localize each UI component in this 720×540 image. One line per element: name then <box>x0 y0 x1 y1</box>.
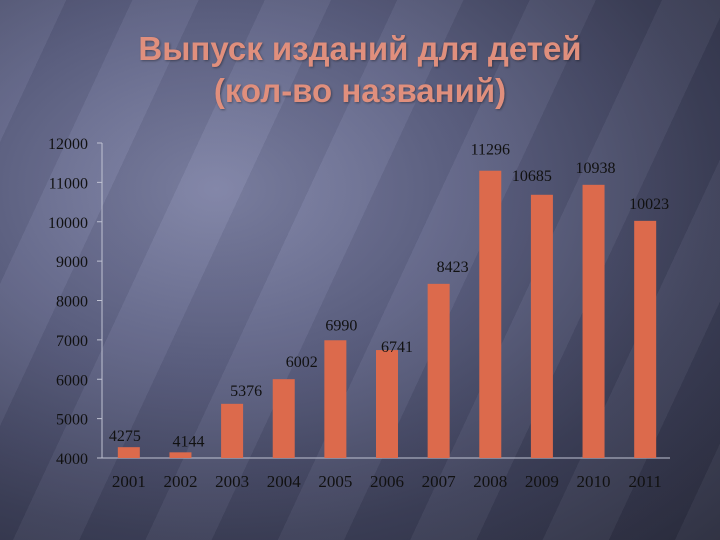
y-tick-label: 4000 <box>56 451 88 468</box>
data-label: 10023 <box>629 196 669 213</box>
chart-title: Выпуск изданий для детей (кол-во названи… <box>0 28 720 112</box>
data-label: 5376 <box>230 383 262 400</box>
data-label: 11296 <box>471 142 510 159</box>
bar-2011 <box>634 220 657 458</box>
data-label: 6002 <box>286 354 318 371</box>
bars <box>117 170 657 458</box>
data-label: 6990 <box>325 317 357 334</box>
data-label: 4275 <box>109 428 141 445</box>
x-tick-label: 2008 <box>473 472 507 491</box>
y-tick-label: 12000 <box>48 136 88 153</box>
title-line-1: Выпуск изданий для детей <box>138 30 582 67</box>
data-label: 4144 <box>172 433 204 450</box>
x-tick-label: 2001 <box>112 472 146 491</box>
data-label: 10938 <box>576 160 616 177</box>
x-tick-label: 2002 <box>163 472 197 491</box>
x-tick-label: 2005 <box>318 472 352 491</box>
y-tick-label: 8000 <box>56 294 88 311</box>
data-label: 8423 <box>437 259 469 276</box>
bar-2010 <box>582 184 605 458</box>
x-axis-labels: 2001 2002 2003 2004 2005 2006 2007 2008 2009 2010… <box>112 472 662 491</box>
x-tick-label: 2009 <box>525 472 559 491</box>
y-tick-label: 6000 <box>56 372 88 389</box>
y-tick-label: 11000 <box>49 175 88 192</box>
bar-2004 <box>272 379 295 458</box>
x-tick-label: 2010 <box>577 472 611 491</box>
x-tick-label: 2007 <box>422 472 457 491</box>
y-tick-label: 5000 <box>56 412 88 429</box>
bar-2001 <box>117 447 140 458</box>
y-tick-label: 10000 <box>48 215 88 232</box>
bar-2008 <box>479 170 502 458</box>
bar-2003 <box>221 403 244 458</box>
data-label: 6741 <box>381 339 413 356</box>
data-label: 10685 <box>512 168 552 185</box>
x-tick-label: 2004 <box>267 472 302 491</box>
y-axis-ticks: 4000 5000 6000 7000 8000 9000 10000 11000 12000 <box>48 136 102 468</box>
y-tick-label: 7000 <box>56 333 88 350</box>
bar-2002 <box>169 452 192 458</box>
bar-2005 <box>324 340 347 458</box>
x-tick-label: 2011 <box>628 472 661 491</box>
y-tick-label: 9000 <box>56 254 88 271</box>
bar-2009 <box>530 194 553 458</box>
x-tick-label: 2003 <box>215 472 249 491</box>
bar-2007 <box>427 283 450 458</box>
bar-2006 <box>376 350 398 458</box>
x-tick-label: 2006 <box>370 472 404 491</box>
title-line-2: (кол-во названий) <box>213 72 507 109</box>
